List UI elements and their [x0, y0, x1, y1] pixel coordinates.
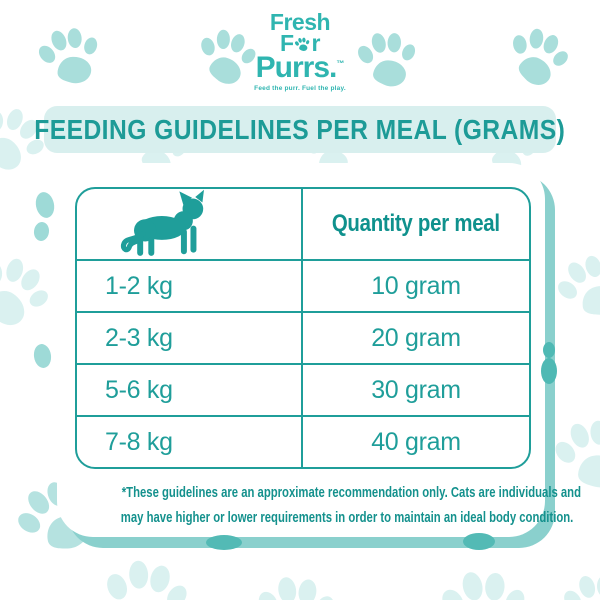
page-title: FEEDING GUIDELINES PER MEAL (GRAMS) [34, 113, 566, 145]
paw-print-icon [350, 26, 422, 98]
quantity-cell: 10 gram [303, 259, 529, 311]
logo-word-fresh: Fresh [269, 9, 331, 35]
brand-logo: Fresh F r Purrs.™ Feed the purr. Fuel th… [254, 9, 346, 92]
table-header-quantity-cell: Quantity per meal [303, 189, 529, 259]
weight-cell: 5-6 kg [77, 363, 303, 415]
quantity-column-header: Quantity per meal [332, 210, 500, 237]
guidelines-card: Quantity per meal 1-2 kg 10 gram 2-3 kg … [57, 163, 581, 537]
table-header-cat-cell [77, 189, 303, 259]
paw-toe-decoration [33, 190, 57, 220]
weight-cell: 7-8 kg [77, 415, 303, 467]
paw-print-icon [95, 555, 191, 600]
footnote-line-1: *These guidelines are an approximate rec… [121, 485, 582, 501]
weight-cell: 2-3 kg [77, 311, 303, 363]
paw-toe-decoration [206, 535, 242, 550]
paw-print-icon [431, 563, 532, 600]
trademark-symbol: ™ [336, 59, 345, 69]
paw-toe-decoration [541, 358, 557, 384]
paw-print-icon [554, 566, 600, 600]
paw-print-icon [0, 244, 60, 344]
paw-print-icon [190, 24, 260, 94]
paw-toe-decoration [32, 342, 53, 370]
paw-toe-decoration [543, 342, 555, 358]
quantity-cell: 30 gram [303, 363, 529, 415]
cat-icon [120, 189, 204, 256]
footnote-line-2: may have higher or lower requirements in… [120, 509, 574, 526]
weight-cell: 1-2 kg [77, 259, 303, 311]
paw-print-icon [543, 241, 600, 338]
paw-print-icon [28, 18, 110, 100]
paw-print-icon [293, 35, 312, 54]
disclaimer-footnote: *These guidelines are an approximate rec… [57, 481, 581, 531]
quantity-cell: 40 gram [303, 415, 529, 467]
paw-toe-decoration [463, 533, 495, 550]
logo-tagline: Feed the purr. Fuel the play. [254, 84, 346, 92]
paw-print-icon [497, 20, 575, 98]
paw-print-icon [251, 573, 338, 600]
logo-word-purrs: Purrs.™ [255, 51, 345, 85]
title-banner: FEEDING GUIDELINES PER MEAL (GRAMS) [34, 106, 565, 153]
paw-toe-decoration [32, 221, 51, 242]
quantity-cell: 20 gram [303, 311, 529, 363]
feeding-table: Quantity per meal 1-2 kg 10 gram 2-3 kg … [75, 187, 531, 469]
logo-word-for: F r [279, 30, 321, 57]
